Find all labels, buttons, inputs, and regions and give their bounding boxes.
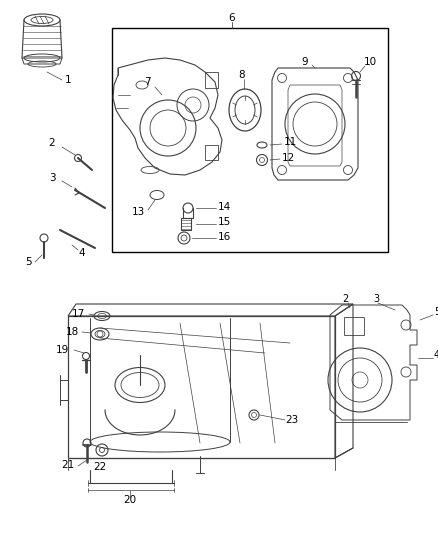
Text: 17: 17 (71, 309, 85, 319)
Text: 6: 6 (229, 13, 235, 23)
Bar (344, 317, 364, 335)
Text: 22: 22 (93, 462, 106, 472)
Text: 5: 5 (25, 257, 31, 267)
Text: 11: 11 (283, 137, 297, 147)
Text: 3: 3 (373, 294, 379, 304)
Bar (112, 28, 388, 252)
Text: 15: 15 (218, 217, 231, 227)
Text: 19: 19 (55, 345, 69, 355)
Text: 9: 9 (302, 57, 308, 67)
Text: 12: 12 (281, 153, 295, 163)
Text: 13: 13 (131, 207, 145, 217)
Text: 1: 1 (65, 75, 71, 85)
Text: 2: 2 (342, 294, 348, 304)
Text: 18: 18 (65, 327, 79, 337)
Text: 10: 10 (364, 57, 377, 67)
Text: 2: 2 (49, 138, 55, 148)
Text: 21: 21 (61, 460, 74, 470)
Text: 14: 14 (218, 202, 231, 212)
Text: 4: 4 (79, 248, 85, 258)
Text: 20: 20 (124, 495, 137, 505)
Text: 3: 3 (49, 173, 55, 183)
Text: 16: 16 (218, 232, 231, 242)
Text: 7: 7 (144, 77, 150, 87)
Text: 5: 5 (434, 307, 438, 317)
Text: 8: 8 (239, 70, 245, 80)
Text: 4: 4 (434, 350, 438, 360)
Text: 23: 23 (286, 415, 299, 425)
